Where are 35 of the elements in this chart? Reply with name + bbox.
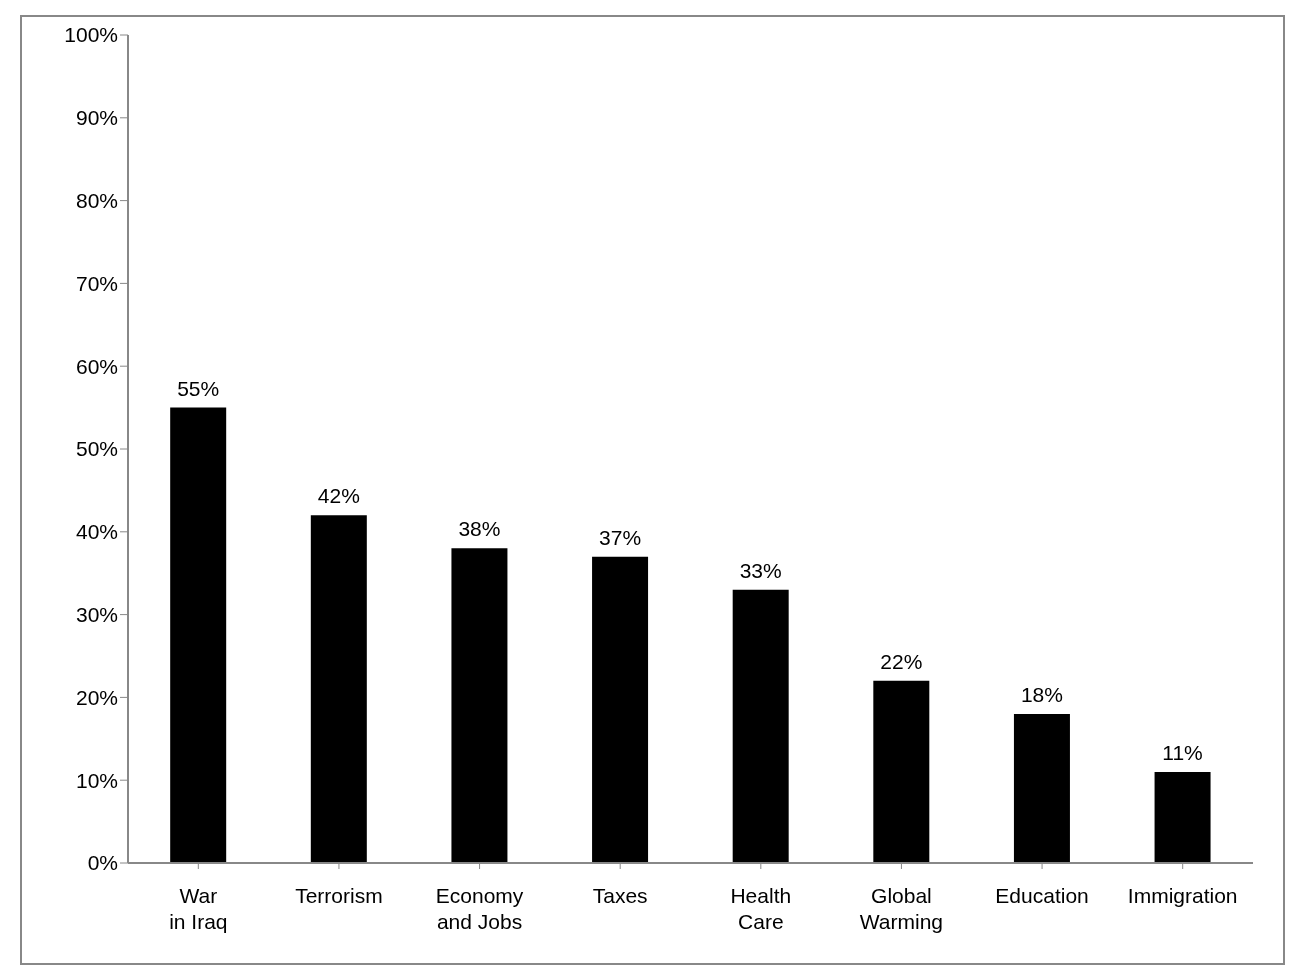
x-tick-label: Education bbox=[995, 884, 1089, 907]
y-tick-label: 20% bbox=[75, 685, 118, 709]
y-tick-label: 90% bbox=[75, 106, 118, 130]
x-tick-label: Global Warming bbox=[859, 884, 944, 933]
y-tick-label: 70% bbox=[75, 271, 118, 295]
y-tick-label: 40% bbox=[75, 520, 118, 544]
y-tick-label: 50% bbox=[75, 437, 118, 461]
data-label: 37% bbox=[599, 525, 642, 549]
y-tick-label: 80% bbox=[75, 189, 118, 213]
data-label: 33% bbox=[739, 558, 782, 582]
x-tick-label: Terrorism bbox=[295, 884, 383, 907]
y-tick-label: 100% bbox=[64, 23, 118, 47]
data-label: 38% bbox=[458, 517, 501, 541]
bar bbox=[451, 548, 508, 863]
data-label: 18% bbox=[1020, 682, 1063, 706]
x-tick-label: Health Care bbox=[730, 884, 792, 933]
data-label: 11% bbox=[1162, 740, 1203, 764]
bar bbox=[1013, 713, 1070, 863]
bar bbox=[732, 589, 789, 863]
data-label: 55% bbox=[177, 376, 220, 400]
bar bbox=[873, 680, 930, 863]
data-label: 22% bbox=[880, 649, 923, 673]
bar bbox=[170, 407, 227, 863]
bar bbox=[1154, 771, 1211, 863]
y-tick-label: 0% bbox=[87, 851, 118, 875]
x-tick-label: Immigration bbox=[1127, 884, 1238, 907]
data-label: 42% bbox=[317, 484, 360, 508]
x-tick-label: Taxes bbox=[592, 884, 648, 907]
bar bbox=[310, 515, 367, 863]
y-tick-label: 60% bbox=[75, 354, 118, 378]
x-tick-label: Economy and Jobs bbox=[435, 884, 524, 933]
bar bbox=[592, 556, 649, 863]
y-tick-label: 10% bbox=[75, 768, 118, 792]
x-tick-label: War in Iraq bbox=[169, 884, 228, 933]
y-tick-label: 30% bbox=[75, 603, 118, 627]
